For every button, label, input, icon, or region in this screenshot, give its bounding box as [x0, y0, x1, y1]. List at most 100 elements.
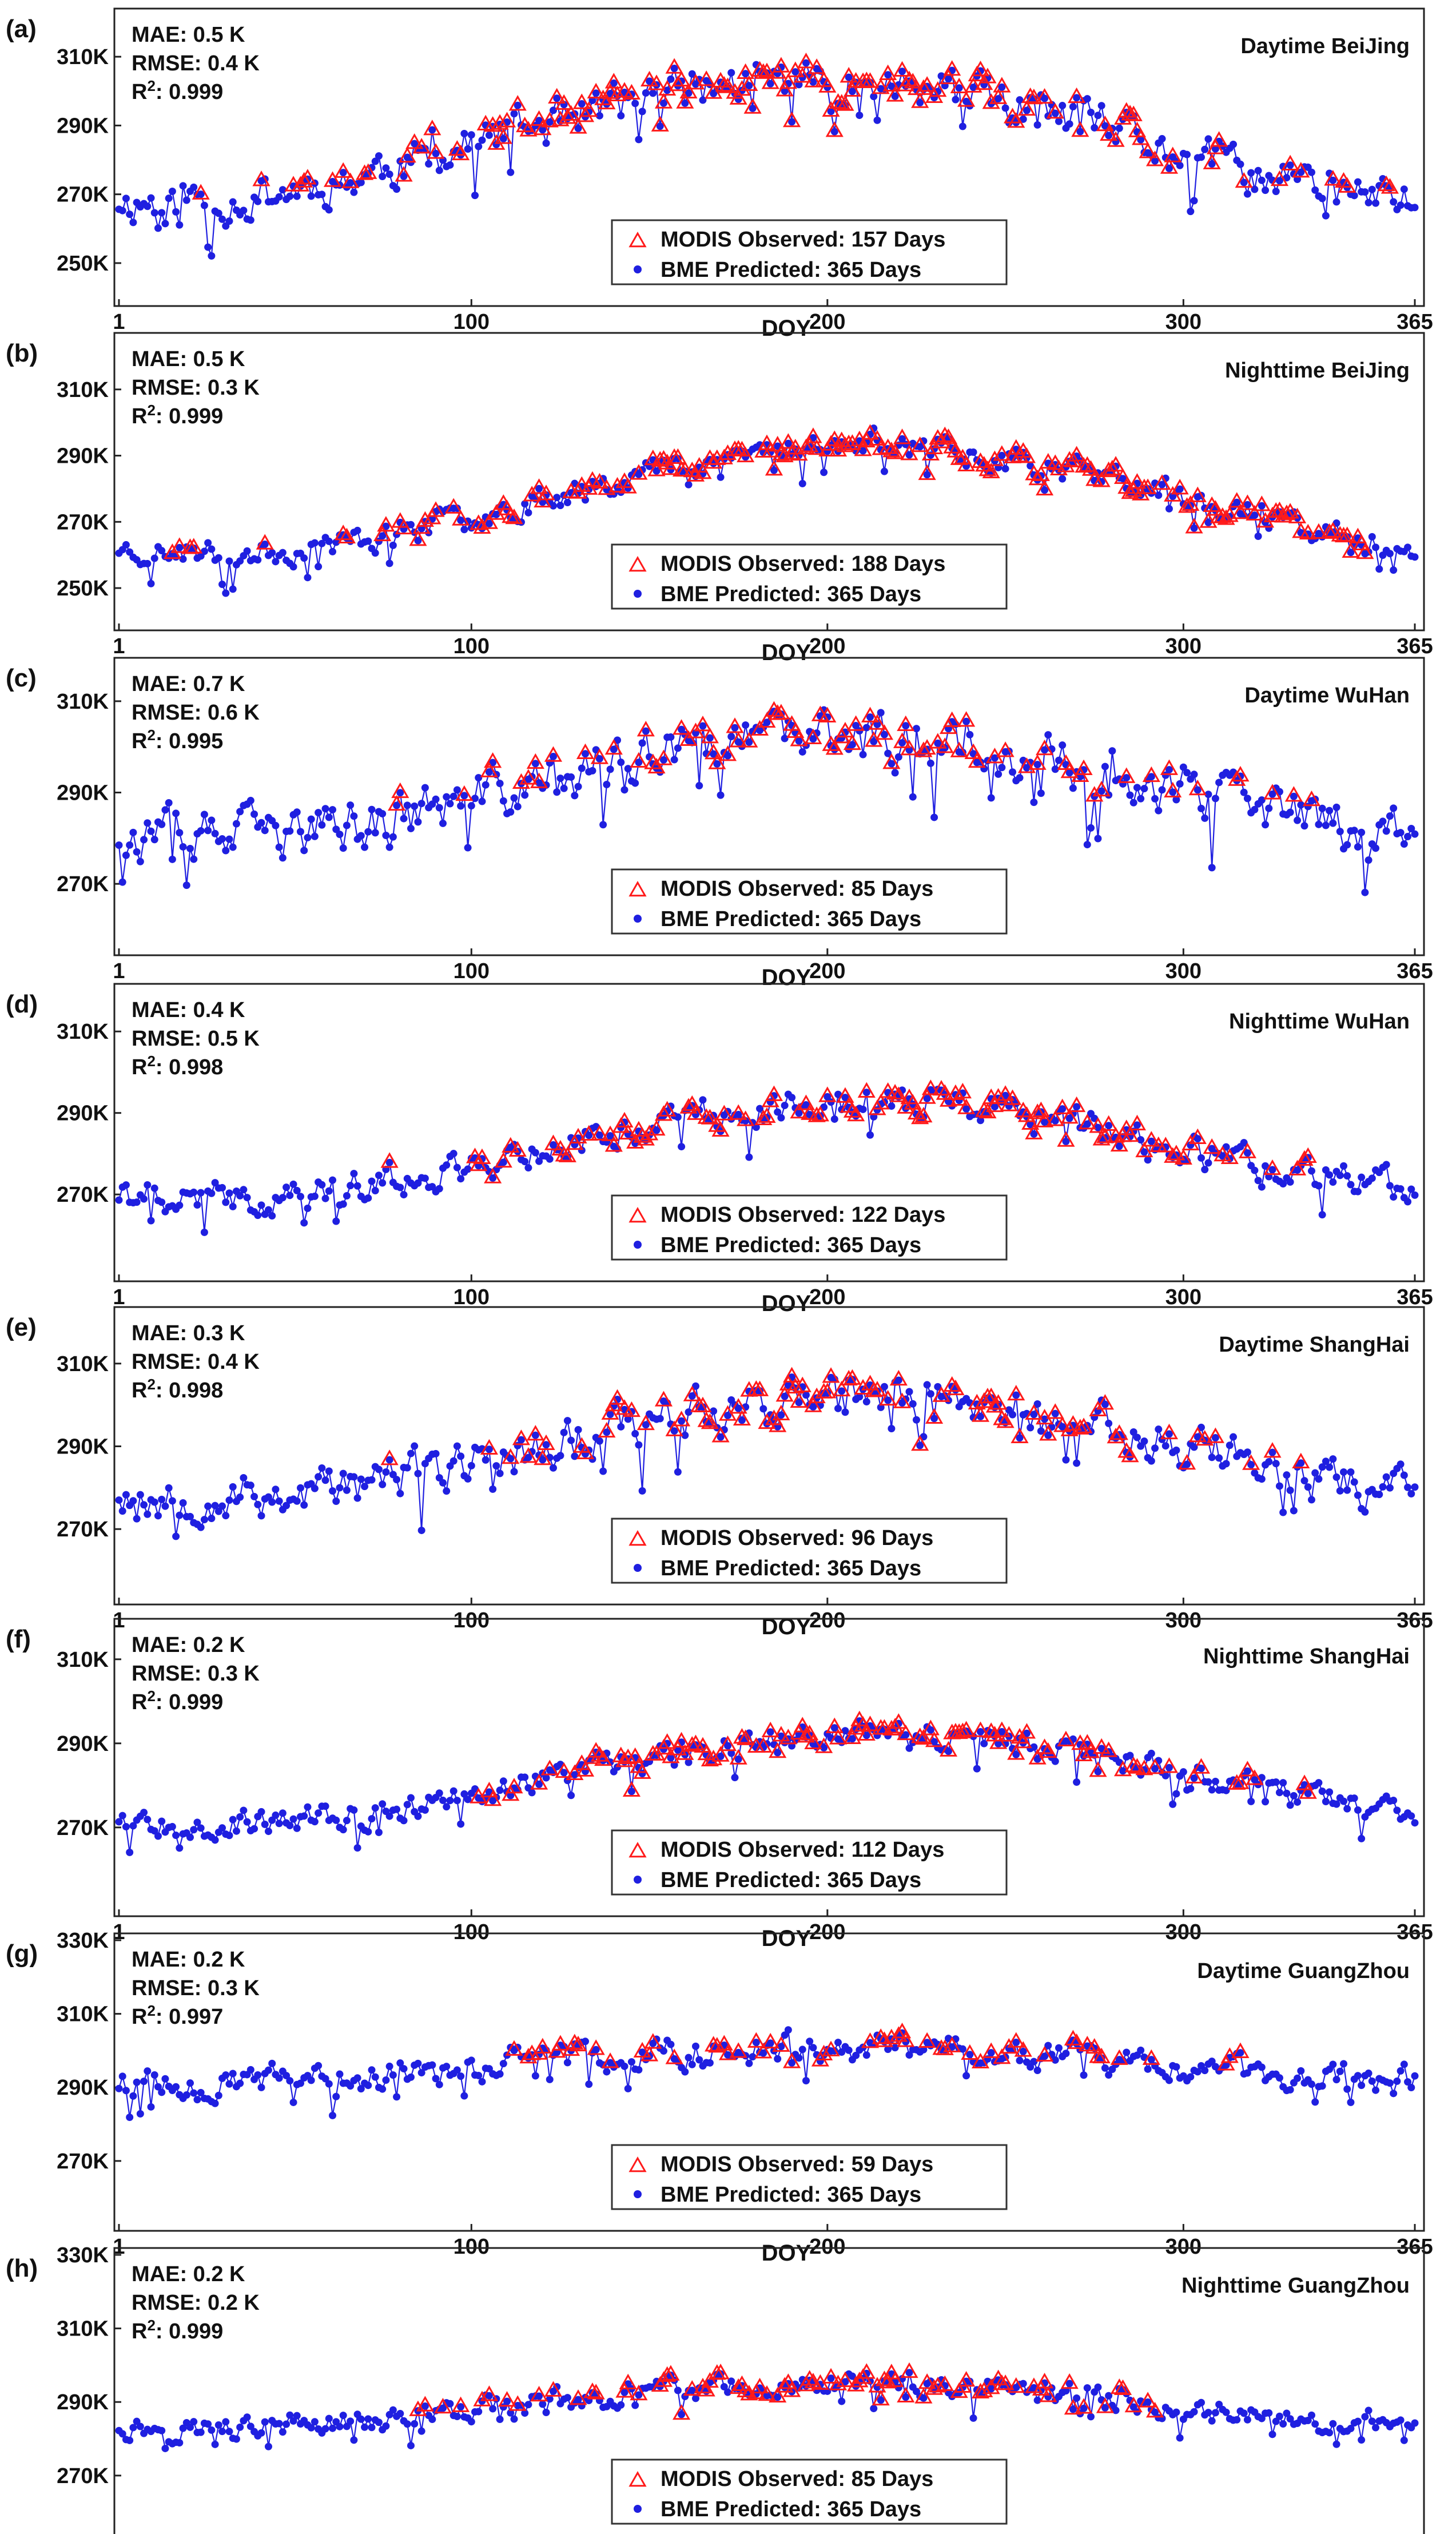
predicted-point	[122, 2087, 130, 2095]
predicted-point	[1326, 1463, 1334, 1471]
observed-point	[598, 479, 616, 495]
observed-point	[1035, 1738, 1054, 1754]
predicted-point	[539, 126, 547, 134]
observed-point	[758, 1107, 776, 1123]
predicted-point	[1279, 1779, 1287, 1787]
observed-point	[936, 426, 954, 442]
predicted-point	[261, 827, 269, 835]
predicted-point	[920, 2394, 928, 2402]
observed-point	[473, 1148, 491, 1164]
observed-point	[1188, 1128, 1207, 1144]
observed-point	[636, 1414, 655, 1431]
predicted-point	[339, 844, 347, 852]
predicted-point	[129, 828, 137, 836]
predicted-point	[916, 1441, 924, 1449]
observed-point	[669, 1739, 687, 1755]
panel-title: Daytime BeiJing	[1240, 34, 1410, 58]
observed-point	[480, 761, 499, 777]
predicted-point	[400, 172, 408, 180]
predicted-point	[1083, 841, 1091, 849]
predicted-point	[685, 89, 693, 97]
predicted-point	[140, 1809, 148, 1817]
observed-point	[847, 715, 865, 731]
observed-point	[1092, 780, 1111, 797]
predicted-point	[1336, 1171, 1344, 1179]
predicted-point	[1165, 505, 1173, 513]
predicted-point	[190, 183, 198, 191]
predicted-point	[1358, 1173, 1366, 1181]
mae-text: MAE: 0.2 K	[132, 2262, 245, 2286]
legend-triangle-icon	[628, 1530, 647, 1546]
observed-point	[686, 1104, 705, 1120]
observed-point	[673, 2404, 691, 2420]
observed-point	[868, 430, 886, 446]
predicted-point	[820, 78, 828, 86]
predicted-point	[1243, 190, 1251, 198]
predicted-point	[1065, 769, 1073, 777]
predicted-point	[1268, 1448, 1276, 1456]
observed-point	[843, 434, 861, 450]
observed-point	[590, 1125, 608, 1141]
predicted-point	[507, 2409, 515, 2417]
observed-point	[256, 534, 274, 550]
observed-point	[1096, 2397, 1114, 2413]
predicted-point	[1283, 1789, 1291, 1797]
predicted-point	[1033, 2396, 1041, 2404]
predicted-point	[617, 1123, 625, 1131]
observed-point	[654, 749, 673, 765]
predicted-point	[962, 2072, 970, 2080]
predicted-point	[610, 79, 618, 87]
predicted-point	[795, 1109, 803, 1117]
legend-dot-icon	[634, 2505, 642, 2513]
predicted-point	[856, 1393, 864, 1401]
observed-point	[929, 733, 947, 749]
predicted-point	[653, 1126, 661, 1134]
observed-point	[622, 1401, 641, 1417]
predicted-point	[304, 1803, 312, 1811]
predicted-point	[1137, 2046, 1145, 2054]
predicted-point	[1165, 2076, 1173, 2084]
predicted-point	[318, 1181, 326, 1189]
predicted-point	[154, 2083, 162, 2091]
predicted-point	[439, 819, 447, 827]
predicted-point	[902, 2393, 910, 2401]
predicted-point	[389, 541, 397, 549]
predicted-point	[1286, 808, 1294, 816]
predicted-point	[1286, 2086, 1294, 2094]
predicted-point	[1059, 102, 1067, 110]
predicted-point	[425, 160, 433, 168]
predicted-point	[343, 821, 351, 829]
predicted-point	[859, 1105, 867, 1113]
predicted-point	[977, 1728, 985, 1736]
predicted-point	[250, 810, 258, 818]
predicted-point	[1033, 121, 1041, 129]
predicted-point	[1226, 1441, 1234, 1449]
predicted-point	[930, 813, 938, 821]
predicted-point	[788, 1094, 796, 1102]
predicted-point	[866, 713, 874, 721]
predicted-point	[1155, 1425, 1163, 1433]
y-tick-label: 290K	[57, 1102, 109, 1126]
observed-point	[914, 2388, 933, 2404]
predicted-point	[724, 1742, 732, 1750]
predicted-point	[958, 2045, 966, 2053]
observed-point	[1025, 1404, 1043, 1420]
observed-point	[953, 1083, 972, 1099]
predicted-point	[884, 71, 892, 79]
predicted-point	[471, 795, 479, 803]
predicted-point	[1254, 533, 1262, 541]
r2-symbol: R	[132, 1379, 147, 1403]
predicted-point	[1044, 2042, 1052, 2050]
predicted-point	[642, 727, 650, 735]
predicted-point	[766, 1728, 774, 1736]
x-tick-label: 200	[809, 1285, 845, 1309]
predicted-point	[435, 166, 443, 174]
predicted-point	[347, 2417, 355, 2425]
predicted-point	[870, 737, 878, 745]
observed-point	[412, 138, 431, 154]
observed-point	[576, 1761, 595, 1777]
predicted-point	[347, 801, 355, 809]
predicted-point	[1254, 166, 1262, 174]
x-tick-label: 200	[809, 959, 845, 983]
predicted-point	[246, 216, 254, 224]
